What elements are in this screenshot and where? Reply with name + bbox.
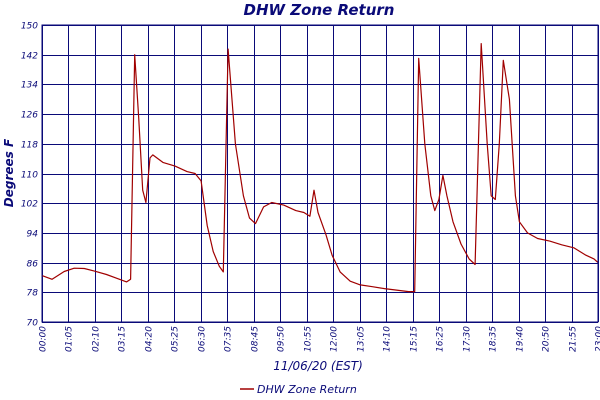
y-tick-label: 126 <box>21 111 38 121</box>
y-tick-label: 142 <box>21 52 38 62</box>
x-tick-label: 17:30 <box>463 326 473 352</box>
x-tick-label: 21:55 <box>569 326 579 352</box>
x-tick-label: 23:00 <box>595 326 600 352</box>
y-axis-title: Degrees F <box>2 138 16 207</box>
x-tick-label: 16:25 <box>436 326 446 352</box>
x-tick-label: 00:00 <box>39 326 49 352</box>
x-tick-label: 07:35 <box>224 326 234 352</box>
y-tick-labels: 70 78 86 94 102 110 118 126 134 142 150 <box>21 22 38 329</box>
y-tick-label: 86 <box>27 260 39 270</box>
y-tick-label: 118 <box>21 141 38 151</box>
grid <box>42 25 599 323</box>
y-tick-label: 78 <box>27 289 39 299</box>
x-tick-label: 14:10 <box>383 326 393 352</box>
x-tick-label: 09:50 <box>277 326 287 352</box>
x-tick-label: 08:45 <box>251 326 261 352</box>
legend: DHW Zone Return <box>240 383 357 396</box>
x-tick-label: 02:10 <box>92 326 102 352</box>
x-tick-label: 04:20 <box>145 326 155 352</box>
x-tick-label: 18:35 <box>489 326 499 352</box>
y-tick-label: 70 <box>27 319 39 329</box>
x-tick-label: 10:55 <box>304 326 314 352</box>
series-layer <box>41 42 599 293</box>
x-tick-label: 03:15 <box>118 326 128 352</box>
x-tick-label: 15:15 <box>410 326 420 352</box>
series-line-0 <box>41 42 599 293</box>
x-tick-labels: 00:00 01:05 02:10 03:15 04:20 05:25 06:30 07:35… <box>39 326 600 352</box>
x-tick-label: 01:05 <box>65 326 75 352</box>
chart-title: DHW Zone Return <box>244 1 395 19</box>
x-tick-label: 13:05 <box>357 326 367 352</box>
y-tick-label: 134 <box>21 81 38 91</box>
x-tick-label: 19:40 <box>516 326 526 352</box>
x-tick-label: 06:30 <box>198 326 208 352</box>
legend-label: DHW Zone Return <box>257 383 357 396</box>
x-tick-label: 12:00 <box>330 326 340 352</box>
x-tick-label: 05:25 <box>171 326 181 352</box>
y-tick-label: 94 <box>27 230 39 240</box>
y-tick-label: 110 <box>21 171 38 181</box>
y-tick-label: 150 <box>21 22 38 32</box>
plot-frame <box>41 24 599 323</box>
x-tick-label: 20:50 <box>542 326 552 352</box>
x-axis-title: 11/06/20 (EST) <box>273 359 363 373</box>
y-tick-label: 102 <box>21 200 38 210</box>
